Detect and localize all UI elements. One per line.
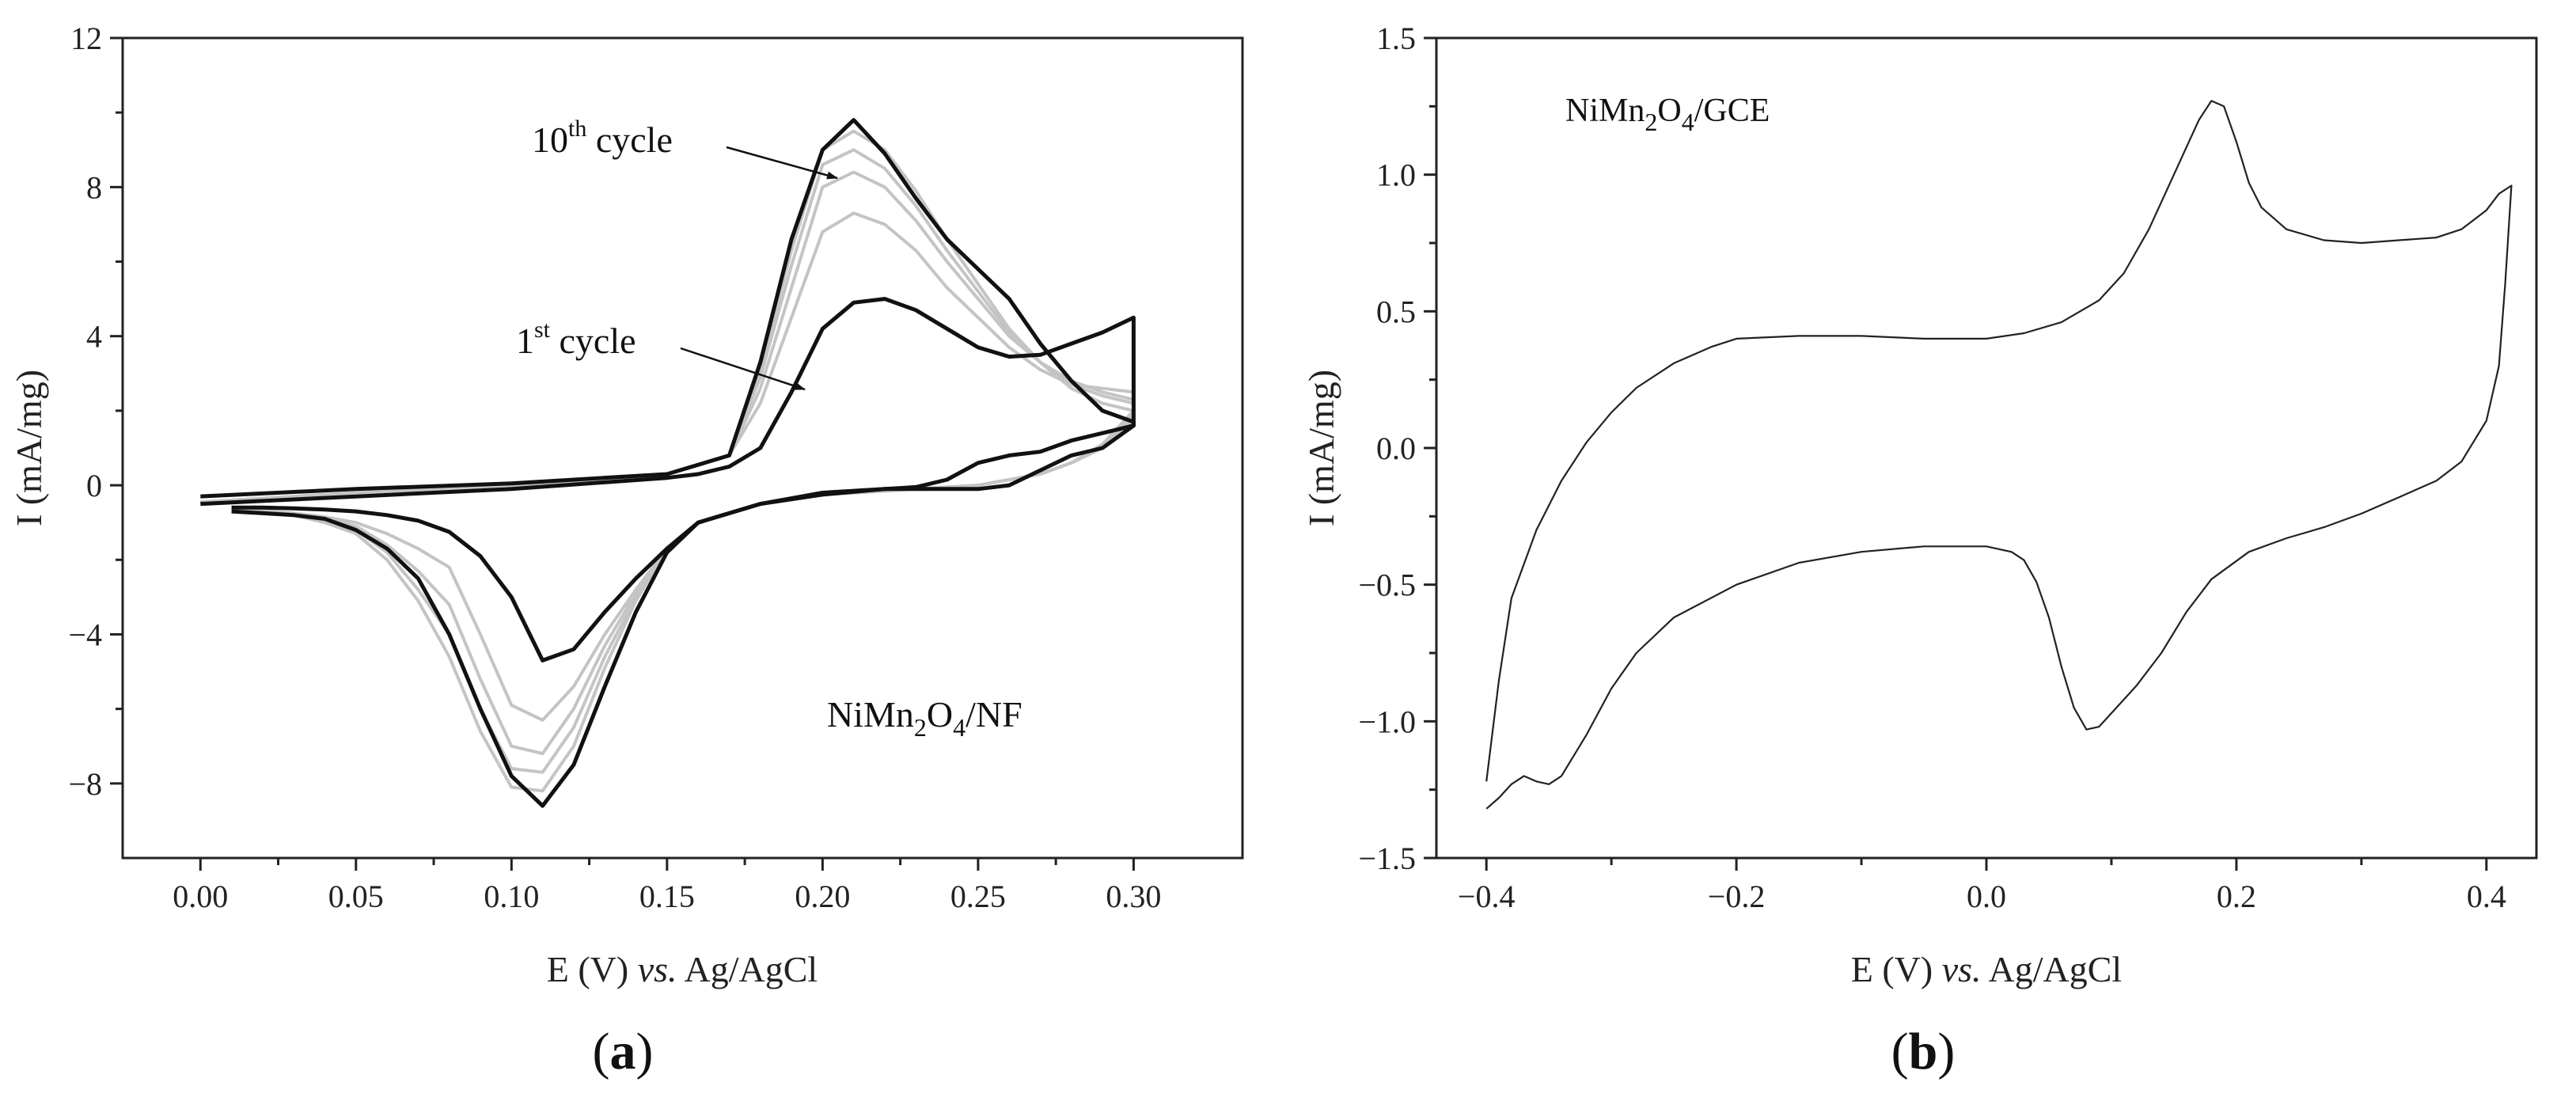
panel-a-xtick-label: 0.30 (1106, 879, 1161, 914)
arrow-10th-cycle (726, 146, 838, 180)
panel-b-xtick-label: 0.2 (2217, 879, 2256, 914)
panel-b-series-nimn2o4/gce (1485, 100, 2513, 810)
panel-b-ytick-label: −1.0 (1358, 704, 1416, 739)
panel-b-ytick-label: 1.0 (1376, 158, 1416, 193)
panel-a-ytick-label: −4 (68, 617, 102, 652)
panel-a-ytick-label: −8 (68, 766, 102, 802)
panel-b-chart: −0.4 −0.2 0.0 0.2 0.4 −1.5 −1.0 −0.5 0.0 0.5 1.0 1.… (1301, 21, 2538, 989)
panel-a-xtick-label: 0.00 (173, 879, 228, 914)
panel-a-ylabel: I (mA/mg) (9, 370, 49, 526)
panel-a-material-label: NiMn2O4/NF (827, 694, 1022, 742)
panel-b-ytick-label: 0.5 (1376, 294, 1416, 329)
panel-b-xlabel: E (V) vs. Ag/AgCl (1851, 949, 2122, 989)
panel-a-ytick-label: 8 (86, 169, 102, 205)
panel-b-xtick-label: −0.2 (1708, 879, 1766, 914)
panel-b-xtick-label: 0.0 (1967, 879, 2006, 914)
panel-a-xtick-label: 0.25 (950, 879, 1006, 914)
panel-a-series-cycle-8 (200, 129, 1136, 793)
panel-b-frame (1435, 36, 2538, 860)
panel-b-ylabel: I (mA/mg) (1301, 370, 1341, 526)
panel-b-material-label: NiMn2O4/GCE (1565, 93, 1770, 136)
panel-b-ytick-label: 0.0 (1376, 431, 1416, 466)
panel-b-xtick-label: −0.4 (1458, 879, 1516, 914)
panel-b-ytick-label: −1.5 (1358, 841, 1416, 876)
panel-b-ytick-label: −0.5 (1358, 568, 1416, 603)
panel-a-xtick-label: 0.15 (639, 879, 695, 914)
panel-a-ytick-label: 12 (70, 21, 102, 56)
panel-a-xtick-label: 0.10 (484, 879, 539, 914)
annotation-1st-cycle: 1st cycle (516, 317, 636, 361)
panel-a-xtick-label: 0.05 (328, 879, 384, 914)
panel-b-label: (b) (1891, 1023, 1956, 1080)
panel-a-label: (a) (593, 1023, 654, 1080)
annotation-10th-cycle: 10th cycle (532, 116, 673, 160)
panel-a-series-1st-cycle (200, 297, 1136, 662)
panel-a-ytick-label: 0 (86, 468, 102, 503)
panel-a-ytick-label: 4 (86, 319, 102, 355)
panel-b-xtick-label: 0.4 (2467, 879, 2506, 914)
panel-b-ytick-label: 1.5 (1376, 21, 1416, 56)
panel-a-xlabel: E (V) vs. Ag/AgCl (547, 949, 818, 989)
panel-a-chart: 0.00 0.05 0.10 0.15 0.20 0.25 0.30 −8 −4 0 4 8 12 I … (9, 21, 1244, 989)
panel-a-series-cycle-4 (200, 170, 1136, 756)
panel-a-series-10th-cycle (200, 118, 1136, 808)
panel-a-frame (121, 36, 1244, 860)
panel-a-series-cycle-2 (200, 211, 1136, 722)
arrow-1st-cycle (680, 347, 806, 391)
panel-a-xtick-label: 0.20 (795, 879, 850, 914)
